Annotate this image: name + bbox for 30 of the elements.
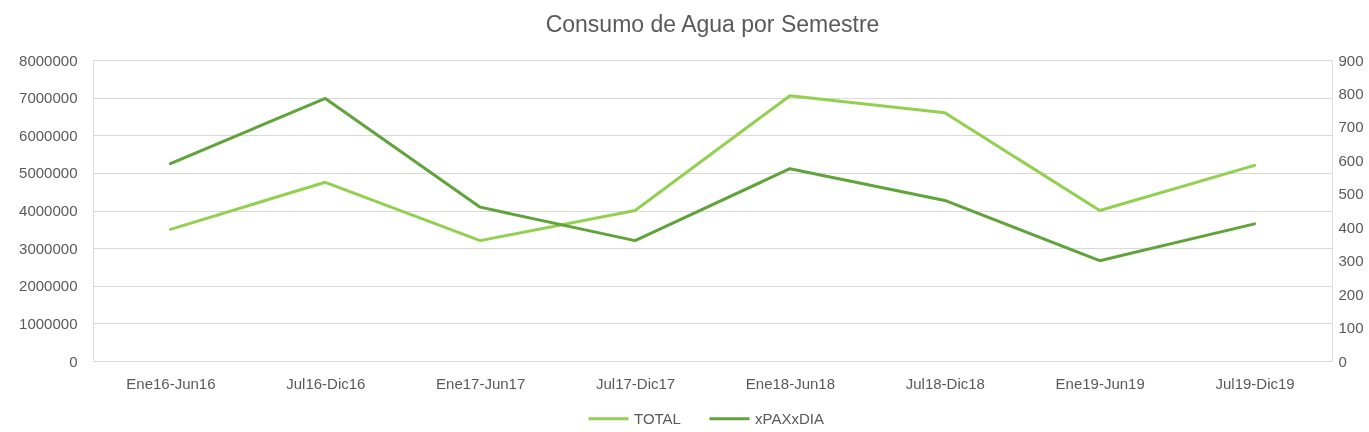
y-tick-label: 4000000 bbox=[19, 202, 78, 219]
y2-tick-label: 0 bbox=[1338, 352, 1347, 370]
y-tick-label: 8000000 bbox=[19, 51, 78, 69]
y2-tick-label: 900 bbox=[1338, 51, 1364, 69]
x-tick-label: Ene19-Jun19 bbox=[1055, 374, 1145, 392]
y-tick-label: 7000000 bbox=[19, 89, 78, 107]
x-tick-label: Ene16-Jun16 bbox=[126, 374, 216, 392]
x-tick-label: Jul19-Dic19 bbox=[1215, 374, 1295, 392]
y2-tick-label: 100 bbox=[1338, 319, 1364, 337]
y2-tick-label: 300 bbox=[1338, 252, 1364, 270]
x-tick-label: Ene18-Jun18 bbox=[745, 374, 836, 392]
y2-tick-label: 700 bbox=[1338, 118, 1364, 136]
y-tick-label: 2000000 bbox=[19, 277, 78, 295]
chart-title: Consumo de Agua por Semestre bbox=[545, 11, 880, 37]
x-tick-label: Ene17-Jun17 bbox=[436, 374, 526, 392]
x-tick-label: Jul17-Dic17 bbox=[595, 374, 676, 392]
y2-tick-label: 400 bbox=[1338, 218, 1364, 236]
y2-tick-label: 600 bbox=[1338, 151, 1364, 169]
y-tick-label: 3000000 bbox=[19, 239, 78, 257]
legend-label: xPAXxDIA bbox=[755, 409, 824, 427]
y2-tick-label: 800 bbox=[1338, 84, 1364, 102]
y-tick-label: 0 bbox=[69, 352, 78, 370]
y2-tick-label: 200 bbox=[1338, 285, 1364, 303]
x-tick-label: Jul16-Dic16 bbox=[286, 374, 366, 392]
y2-tick-label: 500 bbox=[1338, 185, 1364, 203]
legend-label: TOTAL bbox=[634, 409, 681, 427]
y-tick-label: 5000000 bbox=[19, 164, 78, 182]
y-tick-label: 1000000 bbox=[19, 314, 78, 332]
y-tick-label: 6000000 bbox=[19, 126, 78, 144]
x-tick-label: Jul18-Dic18 bbox=[905, 374, 985, 392]
